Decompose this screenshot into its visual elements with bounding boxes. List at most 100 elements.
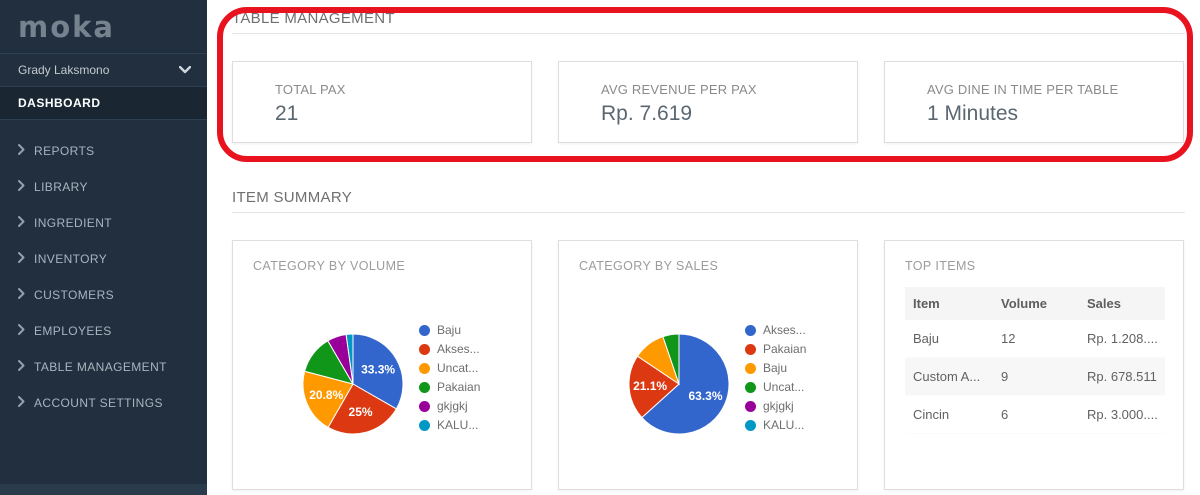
chevron-right-icon	[18, 252, 25, 266]
category-by-volume-pie-chart: 33.3% 25% 20.8%	[302, 333, 404, 435]
legend-item: Baju	[419, 323, 480, 337]
legend-item: Pakaian	[419, 380, 481, 394]
category-by-volume-chart-area: 33.3% 25% 20.8%	[233, 241, 531, 489]
section-divider	[232, 212, 1185, 213]
legend-label: Uncat...	[437, 361, 479, 375]
cell-volume: 6	[993, 395, 1079, 434]
sidebar-item-label: INVENTORY	[34, 252, 108, 266]
pie-slice-uncat	[662, 333, 680, 385]
column-header-sales: Sales	[1079, 287, 1165, 320]
pie-percent-label: 63.3%	[688, 389, 722, 403]
cell-item: Baju	[905, 320, 993, 358]
pie-slice-akses	[327, 383, 398, 435]
sidebar-footer-band	[0, 484, 207, 495]
sidebar-item-ingredient[interactable]: INGREDIENT	[0, 205, 207, 241]
logo-block: moka	[0, 0, 207, 54]
category-by-volume-card: CATEGORY BY VOLUME 33.3% 25% 20.8% Baju Aks…	[232, 240, 532, 490]
metric-label: TOTAL PAX	[275, 82, 346, 97]
sidebar-item-account-settings[interactable]: ACCOUNT SETTINGS	[0, 385, 207, 421]
sidebar-item-inventory[interactable]: INVENTORY	[0, 241, 207, 277]
user-menu[interactable]: Grady Laksmono	[0, 54, 207, 87]
sidebar-item-reports[interactable]: REPORTS	[0, 133, 207, 169]
pie-slice-pakaian	[628, 355, 680, 419]
column-header-volume: Volume	[993, 287, 1079, 320]
cell-sales: Rp. 3.000....	[1079, 395, 1165, 434]
category-by-sales-pie-chart: 63.3% 21.1%	[628, 333, 730, 435]
sidebar-item-label: DASHBOARD	[18, 96, 101, 110]
card-title: CATEGORY BY VOLUME	[253, 259, 406, 273]
main-content: TABLE MANAGEMENT TOTAL PAX 21 AVG REVENU…	[207, 0, 1200, 495]
legend-label: Uncat...	[763, 380, 805, 394]
legend-item: Uncat...	[745, 380, 806, 394]
sidebar-item-label: TABLE MANAGEMENT	[34, 360, 167, 374]
legend-dot	[745, 343, 756, 355]
legend-item: KALU...	[419, 418, 480, 432]
moka-logo: moka	[18, 10, 115, 44]
sidebar: moka Grady Laksmono DASHBOARD REPORTS LI…	[0, 0, 207, 495]
legend-label: KALU...	[437, 418, 479, 432]
legend-label: gkjgkj	[763, 399, 794, 413]
sidebar-nav: REPORTS LIBRARY INGREDIENT INVENTORY CUS…	[0, 120, 207, 421]
sidebar-item-employees[interactable]: EMPLOYEES	[0, 313, 207, 349]
pie-slice-akses	[641, 333, 730, 435]
table-row: Custom A... 9 Rp. 678.511	[905, 357, 1165, 396]
top-items-table: Item Volume Sales Baju 12 Rp. 1.208.... …	[905, 287, 1165, 434]
category-by-sales-chart-area: 63.3% 21.1%	[559, 241, 857, 489]
top-items-card: TOP ITEMS Item Volume Sales Baju 12	[884, 240, 1184, 490]
pie-percent-label: 25%	[349, 405, 373, 419]
legend-label: Akses...	[763, 323, 806, 337]
chevron-right-icon	[18, 216, 25, 230]
cell-sales: Rp. 1.208....	[1079, 320, 1165, 358]
cell-volume: 12	[993, 320, 1079, 358]
metric-value: 1 Minutes	[927, 102, 1019, 125]
metric-card-avg-dine-in-time: AVG DINE IN TIME PER TABLE 1 Minutes	[884, 61, 1184, 143]
column-header-item: Item	[905, 287, 993, 320]
sidebar-item-label: ACCOUNT SETTINGS	[34, 396, 163, 410]
chevron-right-icon	[18, 396, 25, 410]
table-header-row: Item Volume Sales	[905, 287, 1165, 320]
cell-volume: 9	[993, 357, 1079, 396]
pie-slice-kalu	[345, 333, 354, 385]
chevron-right-icon	[18, 324, 25, 338]
legend-dot	[419, 381, 430, 393]
pie-percent-label: 21.1%	[633, 379, 667, 393]
sidebar-item-table-management[interactable]: TABLE MANAGEMENT	[0, 349, 207, 385]
legend-dot	[419, 324, 430, 336]
section-title-item-summary: ITEM SUMMARY	[232, 189, 352, 206]
pie-slice-baju	[352, 333, 404, 410]
cell-item: Cincin	[905, 395, 993, 434]
metric-label: AVG DINE IN TIME PER TABLE	[927, 82, 1119, 97]
legend-label: Pakaian	[763, 342, 807, 356]
summary-card-row: CATEGORY BY VOLUME 33.3% 25% 20.8% Baju Aks…	[232, 240, 1185, 490]
metric-value: 21	[275, 102, 299, 125]
sidebar-item-label: CUSTOMERS	[34, 288, 115, 302]
chart-legend: Baju Akses... Uncat... Pakaian gkjgkj KALU...	[419, 323, 481, 438]
legend-dot	[745, 419, 756, 431]
legend-item: gkjgkj	[419, 399, 480, 413]
chevron-right-icon	[18, 180, 25, 194]
card-title: CATEGORY BY SALES	[579, 259, 719, 273]
legend-label: Baju	[437, 323, 462, 337]
sidebar-item-dashboard[interactable]: DASHBOARD	[0, 87, 207, 120]
legend-label: Pakaian	[437, 380, 481, 394]
sidebar-item-label: LIBRARY	[34, 180, 88, 194]
chevron-right-icon	[18, 144, 25, 158]
pie-percent-label: 20.8%	[309, 388, 343, 402]
card-title: TOP ITEMS	[905, 259, 976, 273]
legend-item: Baju	[745, 361, 806, 375]
sidebar-item-customers[interactable]: CUSTOMERS	[0, 277, 207, 313]
sidebar-item-library[interactable]: LIBRARY	[0, 169, 207, 205]
legend-item: gkjgkj	[745, 399, 806, 413]
section-title-table-management: TABLE MANAGEMENT	[232, 10, 395, 27]
legend-dot	[419, 343, 430, 355]
legend-item: Akses...	[745, 323, 806, 337]
sidebar-item-label: REPORTS	[34, 144, 95, 158]
metric-value: Rp. 7.619	[601, 102, 693, 125]
sidebar-item-label: INGREDIENT	[34, 216, 113, 230]
chevron-down-icon	[178, 63, 192, 77]
chevron-right-icon	[18, 360, 25, 374]
legend-dot	[745, 381, 756, 393]
metric-card-avg-revenue-per-pax: AVG REVENUE PER PAX Rp. 7.619	[558, 61, 858, 143]
pie-slice-uncat	[302, 370, 354, 429]
legend-dot	[419, 400, 430, 412]
